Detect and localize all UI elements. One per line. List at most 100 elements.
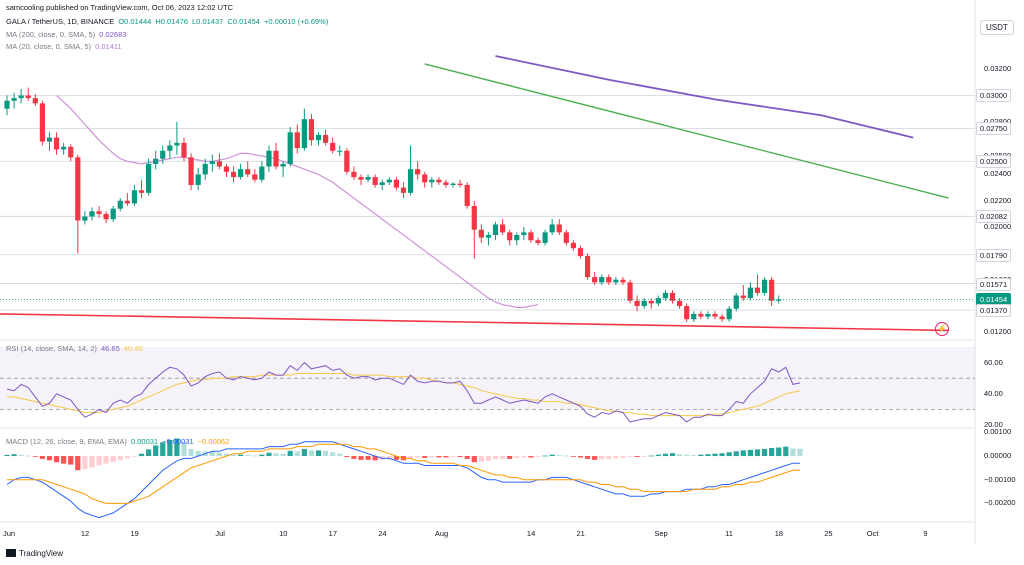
candle	[407, 145, 414, 196]
macd-hist-bar	[82, 456, 88, 470]
macd-hist-bar	[330, 452, 336, 457]
candle-body	[577, 248, 584, 257]
macd-hist-bar	[584, 456, 591, 459]
macd-hist-bar	[153, 445, 159, 457]
macd-hist-bar	[407, 456, 414, 458]
macd-legend: MACD (12, 26, close, 9, EMA, EMA) 0.0003…	[6, 437, 230, 446]
candle-body	[726, 308, 732, 320]
candle	[776, 295, 782, 304]
candle	[606, 274, 612, 285]
macd-hist-bar	[507, 456, 513, 459]
candle-body	[181, 142, 187, 158]
candle-body	[46, 137, 53, 142]
candle-body	[89, 211, 95, 217]
macd-hist-bar	[61, 456, 67, 464]
macd-hist-bar	[733, 451, 739, 457]
candle-body	[330, 142, 336, 151]
candle-body	[584, 256, 591, 278]
rsi-line	[6, 361, 801, 423]
candle	[124, 192, 130, 207]
candle-body	[556, 224, 562, 233]
candle	[648, 298, 654, 309]
time-tick: 11	[725, 529, 733, 538]
candle	[181, 137, 187, 162]
candle-body	[528, 232, 534, 241]
price-level-tag: 0.02082	[976, 210, 1012, 224]
macd-hist-bar	[542, 455, 548, 457]
candle	[761, 277, 768, 296]
candle-body	[379, 182, 385, 185]
macd-hist-bar	[18, 454, 24, 457]
candle-body	[669, 292, 676, 301]
macd-hist-bar	[563, 455, 569, 457]
candle-body	[11, 98, 17, 101]
candle-body	[252, 174, 258, 180]
trendline-path	[424, 63, 949, 199]
macd-hist-bar	[599, 456, 605, 460]
candle	[103, 211, 109, 224]
candle-body	[570, 242, 576, 249]
macd-tick: 0.00000	[984, 451, 1012, 461]
macd-hist-bar	[761, 448, 768, 457]
candle	[365, 174, 371, 183]
candle	[117, 198, 123, 212]
candle-body	[492, 224, 499, 235]
macd-hist-bar	[238, 454, 244, 457]
macd-hist-bar	[719, 453, 725, 457]
candle-body	[273, 150, 279, 167]
candle	[400, 182, 407, 199]
candle	[315, 132, 322, 146]
macd-hist-bar	[259, 454, 265, 457]
candle-body	[323, 134, 329, 143]
macd-hist-bar	[25, 455, 31, 457]
macd-tick: −0.00200	[984, 498, 1016, 508]
candle-body	[485, 234, 492, 238]
candle-body	[407, 169, 414, 193]
macd-hist-bar	[372, 456, 378, 461]
macd-hist-bar	[457, 456, 463, 457]
candle	[719, 313, 725, 322]
time-tick: 10	[279, 529, 288, 538]
macd-hist-bar	[570, 456, 576, 457]
candle	[75, 154, 81, 254]
candle-body	[443, 182, 449, 185]
macd-hist-bar	[301, 448, 307, 457]
macd-hist-bar	[358, 456, 364, 460]
macd-hist-bar	[131, 456, 138, 457]
candle	[450, 182, 456, 188]
ohlc-open: O0.01444	[118, 17, 152, 26]
candle-body	[677, 300, 683, 307]
price-level-tag: 0.01571	[976, 277, 1012, 291]
lightning-icon[interactable]: ⚡	[935, 322, 949, 336]
macd-hist-bar	[641, 456, 647, 457]
macd-hist-bar	[365, 456, 371, 460]
macd-hist-bar	[294, 451, 300, 457]
candle	[32, 94, 38, 107]
macd-hist-bar	[776, 447, 782, 457]
candle-body	[613, 279, 619, 283]
candle-body	[82, 216, 88, 221]
candle	[53, 132, 60, 155]
currency-selector[interactable]: USDT	[980, 20, 1014, 35]
tradingview-logo[interactable]: TradingView	[6, 549, 63, 558]
candle	[146, 158, 152, 196]
candle-body	[705, 313, 711, 317]
ma200-path	[495, 55, 914, 139]
candle-body	[138, 190, 145, 193]
macd-hist-bar	[471, 456, 477, 463]
candle	[415, 161, 421, 180]
rsi-pane	[0, 347, 975, 423]
rsi-tick: 40.00	[984, 388, 1003, 398]
candle	[521, 227, 527, 241]
candle	[691, 311, 697, 322]
macd-hist-bar	[627, 456, 633, 457]
macd-hist-bar	[754, 449, 761, 457]
tv-logo-icon	[6, 549, 16, 557]
macd-hist-bar	[188, 448, 194, 457]
candle	[82, 211, 88, 225]
rsi-tick: 20.00	[984, 420, 1003, 429]
macd-hist-bar	[464, 456, 470, 459]
macd-hist-bar	[655, 454, 661, 457]
candle-body	[436, 179, 442, 183]
